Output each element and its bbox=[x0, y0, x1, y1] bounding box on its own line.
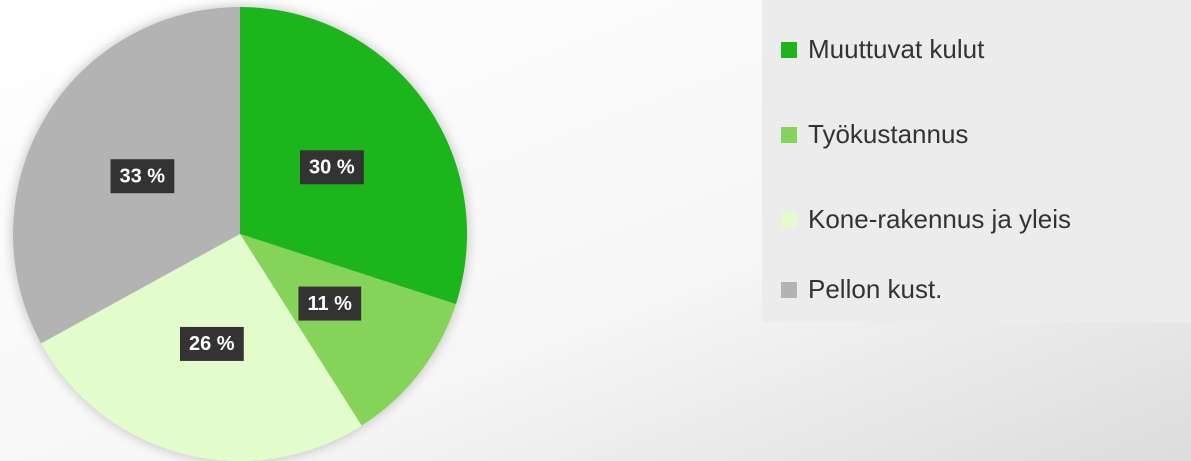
legend-swatch bbox=[781, 212, 797, 228]
legend-label: Pellon kust. bbox=[808, 274, 942, 304]
label-box bbox=[179, 326, 244, 361]
slice bbox=[240, 234, 456, 426]
legend-label: Työkustannus bbox=[808, 119, 968, 149]
data-label: 11 % bbox=[307, 293, 352, 315]
label-box bbox=[298, 286, 362, 321]
label-box bbox=[300, 150, 364, 185]
legend-label: Kone-rakennus ja yleis bbox=[808, 204, 1071, 234]
data-label: 33 % bbox=[120, 166, 166, 188]
data-label: 26 % bbox=[189, 333, 235, 355]
legend-swatch bbox=[781, 42, 797, 58]
label-box bbox=[110, 159, 175, 194]
legend-swatch bbox=[781, 282, 797, 298]
legend-label: Muuttuvat kulut bbox=[808, 34, 985, 64]
data-label: 30 % bbox=[309, 157, 355, 179]
legend-swatch bbox=[781, 127, 797, 143]
legend-panel bbox=[762, 0, 1191, 322]
pie bbox=[13, 7, 467, 461]
